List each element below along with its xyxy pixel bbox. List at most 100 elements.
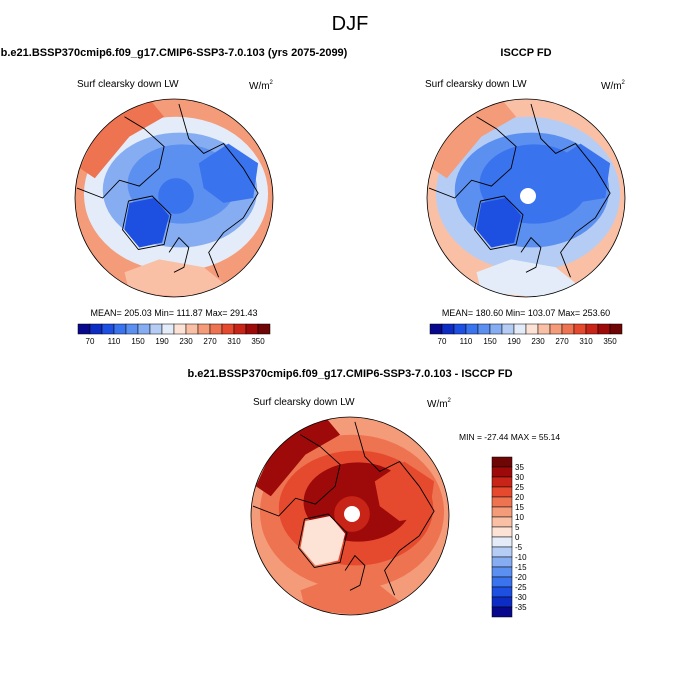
- colorbar-swatch: [491, 596, 513, 608]
- colorbar: 70 110 150 190 230 270 310 350: [77, 323, 271, 346]
- field-pacific: [80, 99, 165, 179]
- coastline-eurasia: [354, 421, 435, 596]
- colorbar-tick-label: 20: [515, 493, 524, 502]
- colorbar-swatch: [429, 323, 443, 335]
- stats-text: MEAN= 205.03 Min= 111.87 Max= 291.43: [90, 308, 257, 318]
- colorbar-swatch: [585, 323, 599, 335]
- colorbar-tick-label: 230: [531, 337, 545, 346]
- variable-label: Surf clearsky down LW: [425, 79, 527, 90]
- panel-title: b.e21.BSSP370cmip6.f09_g17.CMIP6-SSP3-7.…: [187, 368, 512, 380]
- colorbar-swatch: [77, 323, 91, 335]
- colorbar-tick-label: -30: [515, 593, 527, 602]
- colorbar-swatch: [491, 456, 513, 468]
- colorbar-swatch: [489, 323, 503, 335]
- field-pole-region: [158, 178, 194, 214]
- colorbar-swatch: [491, 526, 513, 538]
- colorbar-swatch: [491, 536, 513, 548]
- panel-difference: b.e21.BSSP370cmip6.f09_g17.CMIP6-SSP3-7.…: [187, 368, 560, 618]
- coastline-eurasia: [530, 103, 611, 278]
- coastline-scandinavia: [168, 236, 190, 273]
- colorbar-swatch: [597, 323, 611, 335]
- colorbar-swatch: [513, 323, 527, 335]
- field-canada: [550, 143, 611, 203]
- stats-text: MIN = -27.44 MAX = 55.14: [459, 432, 560, 442]
- colorbar-swatch: [573, 323, 587, 335]
- colorbar-tick-label: 0: [515, 533, 520, 542]
- colorbar-swatch: [137, 323, 151, 335]
- stats-text: MEAN= 180.60 Min= 103.07 Max= 253.60: [442, 308, 610, 318]
- coastline-eurasia: [178, 103, 259, 278]
- field-europe: [300, 577, 405, 615]
- map-border: [426, 98, 626, 298]
- panel-title: ISCCP FD: [500, 47, 551, 59]
- coastline-north-america: [428, 116, 517, 199]
- colorbar-tick-label: 270: [555, 337, 569, 346]
- colorbar-tick-label: -10: [515, 553, 527, 562]
- colorbar-swatch: [89, 323, 103, 335]
- colorbar-swatch: [549, 323, 563, 335]
- field-greenland: [124, 198, 170, 248]
- colorbar-swatch: [113, 323, 127, 335]
- colorbar-swatch: [465, 323, 479, 335]
- colorbar-swatch: [149, 323, 163, 335]
- colorbar-swatch: [491, 546, 513, 558]
- polar-map: [427, 99, 625, 297]
- colorbar-tick-label: 230: [179, 337, 193, 346]
- colorbar-swatch: [477, 323, 491, 335]
- colorbar-tick-label: -20: [515, 573, 527, 582]
- colorbar-swatch: [185, 323, 199, 335]
- panel-model: b.e21.BSSP370cmip6.f09_g17.CMIP6-SSP3-7.…: [1, 47, 348, 346]
- polar-map: [251, 417, 449, 615]
- colorbar-swatch: [233, 323, 247, 335]
- colorbar-swatch: [441, 323, 455, 335]
- polar-map: [75, 99, 273, 297]
- colorbar-swatch: [525, 323, 539, 335]
- colorbar-swatch: [491, 496, 513, 508]
- coastline-greenland: [298, 513, 348, 568]
- panel-title: b.e21.BSSP370cmip6.f09_g17.CMIP6-SSP3-7.…: [1, 47, 348, 59]
- colorbar-tick-label: -15: [515, 563, 527, 572]
- colorbar-tick-label: 110: [108, 337, 121, 346]
- colorbar-swatch: [491, 486, 513, 498]
- colorbar-swatch: [491, 506, 513, 518]
- field-greenland: [476, 198, 521, 248]
- colorbar-swatch: [501, 323, 515, 335]
- colorbar-tick-label: 110: [460, 337, 473, 346]
- colorbar: 70 110 150 190 230 270 310 350: [429, 323, 623, 346]
- field-canada: [198, 143, 259, 203]
- colorbar-swatch: [491, 566, 513, 578]
- coastline-scandinavia: [520, 236, 542, 273]
- colorbar-tick-label: 35: [515, 463, 524, 472]
- colorbar-tick-label: 30: [515, 473, 524, 482]
- field-canada: [374, 461, 435, 521]
- variable-label: Surf clearsky down LW: [253, 397, 355, 408]
- colorbar-swatch: [491, 466, 513, 478]
- figure-title: DJF: [332, 13, 369, 35]
- field-pacific: [431, 99, 517, 179]
- colorbar-tick-label: 310: [579, 337, 593, 346]
- colorbar-tick-label: -25: [515, 583, 527, 592]
- colorbar-tick-label: 150: [131, 337, 145, 346]
- map-border: [74, 98, 274, 298]
- colorbar-swatch: [491, 516, 513, 528]
- colorbar-tick-label: 190: [155, 337, 169, 346]
- colorbar-tick-label: 70: [438, 337, 447, 346]
- colorbar-tick-label: 350: [251, 337, 265, 346]
- colorbar-swatch: [491, 576, 513, 588]
- colorbar-swatch: [161, 323, 175, 335]
- colorbar-tick-label: 10: [515, 513, 524, 522]
- missing-data-pole: [520, 188, 536, 204]
- colorbar-swatch: [491, 476, 513, 488]
- colorbar-tick-label: 350: [603, 337, 617, 346]
- colorbar-swatch: [173, 323, 187, 335]
- colorbar-swatch: [125, 323, 139, 335]
- panel-observation: ISCCP FD Surf clearsky down LW W/m2 MEAN…: [425, 47, 626, 346]
- colorbar-tick-label: 25: [515, 483, 524, 492]
- field-pacific: [255, 417, 341, 497]
- colorbar-tick-label: -5: [515, 543, 523, 552]
- colorbar-tick-label: 270: [203, 337, 217, 346]
- colorbar-tick-label: 5: [515, 523, 520, 532]
- field-europe: [124, 259, 229, 297]
